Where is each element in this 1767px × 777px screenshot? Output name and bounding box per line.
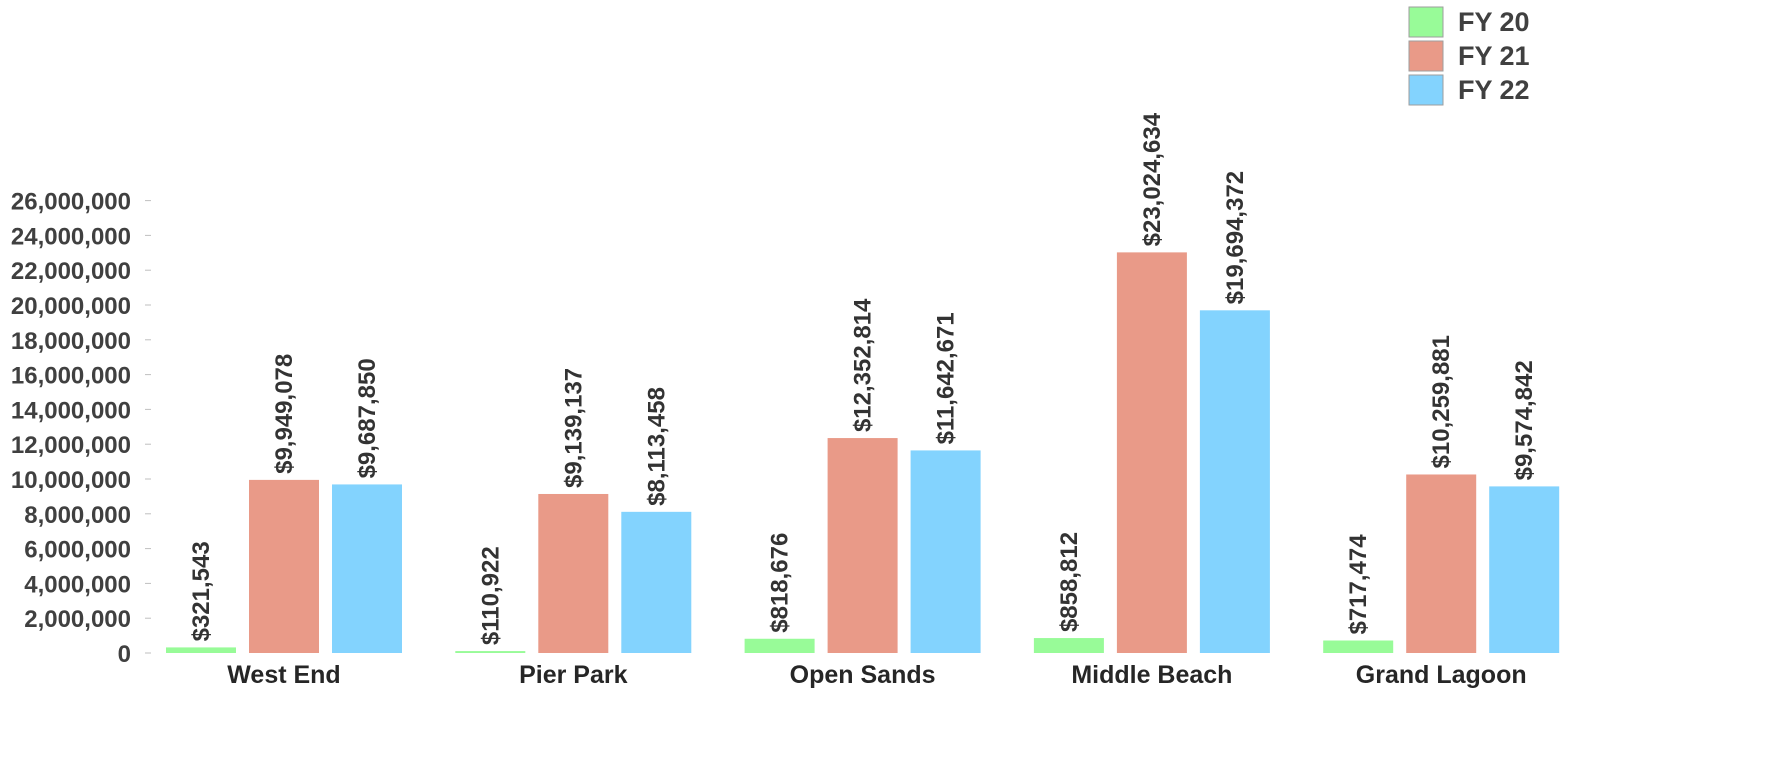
data-label: $19,694,372 xyxy=(1222,171,1249,304)
x-tick-label: West End xyxy=(227,661,340,689)
x-tick-label: Open Sands xyxy=(790,661,936,689)
bar xyxy=(621,511,692,653)
y-axis: 0 2,000,000 4,000,000 6,000,000 8,000,000 10,… xyxy=(11,189,151,668)
data-label: $11,642,671 xyxy=(933,312,960,444)
x-tick-label: Middle Beach xyxy=(1071,661,1232,689)
data-label: $9,574,842 xyxy=(1511,360,1538,480)
bar xyxy=(1116,252,1187,653)
bar xyxy=(332,484,402,653)
y-tick-label: 26,000,000 xyxy=(11,189,131,216)
y-tick-label: 4,000,000 xyxy=(24,571,131,598)
bar xyxy=(827,438,898,653)
bar xyxy=(538,493,609,653)
y-tick-label: 10,000,000 xyxy=(11,467,131,494)
x-tick-label: Pier Park xyxy=(519,661,628,689)
data-label: $110,922 xyxy=(477,546,504,645)
x-axis: West End Pier Park Open Sands Middle Beach G… xyxy=(227,661,1526,689)
bar xyxy=(1033,638,1104,653)
data-label: $9,949,078 xyxy=(271,354,298,474)
legend-label: FY 20 xyxy=(1458,7,1530,37)
y-tick-label: 24,000,000 xyxy=(11,223,131,250)
y-tick-label: 22,000,000 xyxy=(11,258,131,285)
legend-label: FY 21 xyxy=(1458,41,1530,71)
bar xyxy=(1489,486,1560,653)
data-label: $10,259,881 xyxy=(1428,335,1455,468)
data-label: $321,543 xyxy=(188,541,215,641)
bar xyxy=(455,651,526,653)
y-tick-label: 8,000,000 xyxy=(24,502,131,529)
y-tick-label: 14,000,000 xyxy=(11,397,131,424)
y-tick-label: 2,000,000 xyxy=(24,606,131,633)
x-tick-label: Grand Lagoon xyxy=(1356,661,1527,689)
bar xyxy=(910,450,981,653)
data-label: $12,352,814 xyxy=(850,298,877,432)
y-tick-label: 20,000,000 xyxy=(11,293,131,320)
data-label: $9,139,137 xyxy=(560,368,587,488)
data-label: $858,812 xyxy=(1056,532,1083,632)
legend: FY 20 FY 21 FY 22 xyxy=(1408,6,1530,106)
data-label: $8,113,458 xyxy=(643,387,670,506)
bar xyxy=(166,647,236,653)
bar xyxy=(249,479,319,653)
legend-swatch xyxy=(1408,74,1444,106)
data-labels: $321,543 $9,949,078 $9,687,850 $110,922 $9,1… xyxy=(188,112,1538,645)
bar xyxy=(1406,474,1477,653)
y-tick-label: 16,000,000 xyxy=(11,363,131,390)
data-label: $9,687,850 xyxy=(354,358,381,478)
data-label: $818,676 xyxy=(767,533,794,633)
legend-swatch xyxy=(1408,6,1444,38)
y-tick-label: 0 xyxy=(118,641,131,668)
legend-swatch xyxy=(1408,40,1444,72)
bars xyxy=(166,252,1560,653)
y-tick-label: 6,000,000 xyxy=(24,537,131,564)
data-label: $717,474 xyxy=(1345,534,1372,635)
y-tick-label: 12,000,000 xyxy=(11,432,131,459)
bar xyxy=(1323,640,1394,653)
data-label: $23,024,634 xyxy=(1139,112,1166,246)
y-tick-label: 18,000,000 xyxy=(11,328,131,355)
bar xyxy=(744,638,815,653)
bar xyxy=(1199,310,1270,653)
legend-label: FY 22 xyxy=(1458,75,1530,105)
